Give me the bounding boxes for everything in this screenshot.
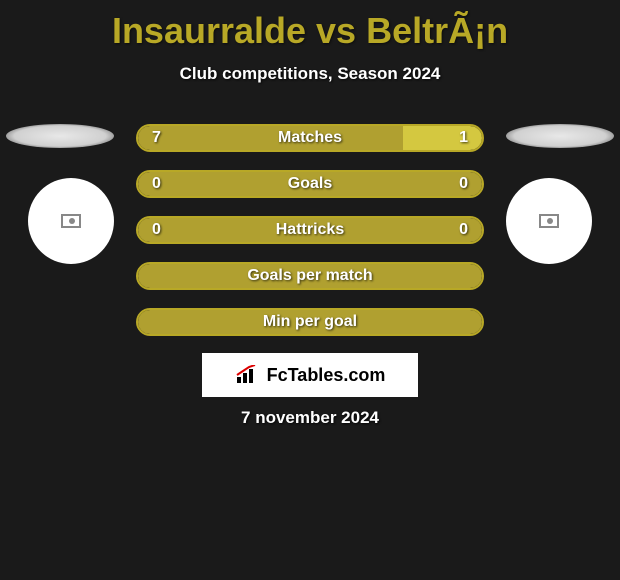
comparison-subtitle: Club competitions, Season 2024 bbox=[0, 64, 620, 84]
placeholder-image-icon bbox=[61, 214, 81, 228]
stat-label: Min per goal bbox=[138, 313, 482, 331]
player-shadow-left bbox=[6, 124, 114, 148]
stat-label: Goals per match bbox=[138, 267, 482, 285]
player-avatar-left bbox=[28, 178, 114, 264]
stat-value-left: 0 bbox=[152, 175, 161, 193]
stat-value-left: 0 bbox=[152, 221, 161, 239]
stat-row: Hattricks0 0 bbox=[136, 216, 484, 244]
stat-row: Goals per match bbox=[136, 262, 484, 290]
stat-label: Hattricks bbox=[138, 221, 482, 239]
stat-value-right: 1 bbox=[459, 129, 468, 147]
snapshot-date: 7 november 2024 bbox=[0, 408, 620, 428]
stat-label: Goals bbox=[138, 175, 482, 193]
player-avatar-right bbox=[506, 178, 592, 264]
stat-value-left: 7 bbox=[152, 129, 161, 147]
placeholder-image-icon bbox=[539, 214, 559, 228]
stat-value-right: 0 bbox=[459, 175, 468, 193]
stats-container: Matches71Goals00Hattricks00Goals per mat… bbox=[136, 124, 484, 354]
stat-label: Matches bbox=[138, 129, 482, 147]
stat-row: Matches7 1 bbox=[136, 124, 484, 152]
chart-icon bbox=[235, 365, 261, 385]
logo-text: FcTables.com bbox=[267, 365, 386, 386]
stat-row: Min per goal bbox=[136, 308, 484, 336]
source-logo: FcTables.com bbox=[202, 353, 418, 397]
stat-value-right: 0 bbox=[459, 221, 468, 239]
comparison-title: Insaurralde vs BeltrÃ¡n bbox=[0, 0, 620, 52]
player-shadow-right bbox=[506, 124, 614, 148]
stat-row: Goals0 0 bbox=[136, 170, 484, 198]
